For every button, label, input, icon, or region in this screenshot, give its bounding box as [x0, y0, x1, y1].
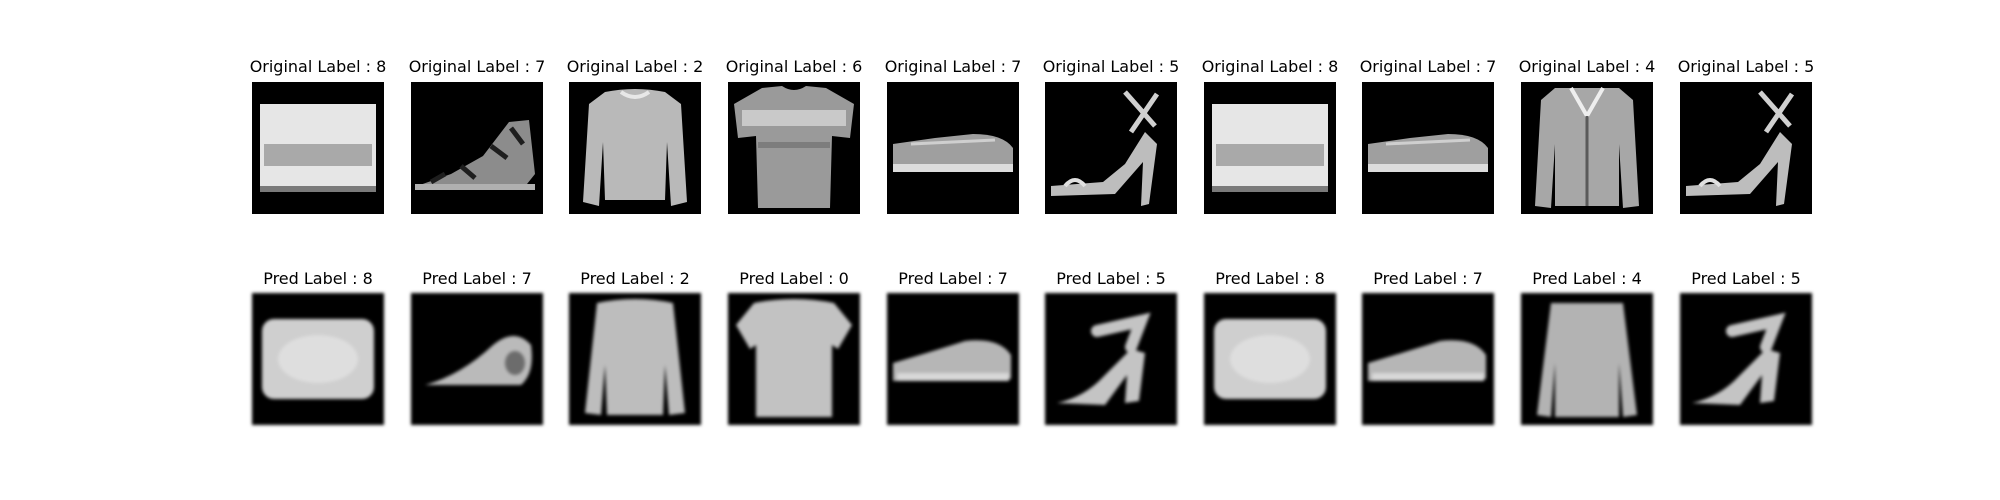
pullover-icon: [569, 82, 701, 214]
original-label-title: Original Label : 4: [1518, 57, 1656, 76]
pred-label-title: Pred Label : 7: [1373, 269, 1483, 288]
pred-label-title: Pred Label : 2: [580, 269, 690, 288]
original-label-title: Original Label : 7: [884, 57, 1022, 76]
pred-label-title: Pred Label : 8: [263, 269, 373, 288]
sandal-blurred-icon: [411, 293, 543, 425]
pred-label-title: Pred Label : 5: [1691, 269, 1801, 288]
coat-icon: [1521, 82, 1653, 214]
pred-label-title: Pred Label : 7: [422, 269, 532, 288]
high-heel-blurred-icon: [1045, 293, 1177, 425]
original-label-title: Original Label : 7: [408, 57, 546, 76]
shirt-icon: [728, 82, 860, 214]
pullover-blurred-icon: [569, 293, 701, 425]
sneaker-blurred-icon: [1362, 293, 1494, 425]
high-heel-sandal-icon: [1680, 82, 1812, 214]
bag-icon: [252, 82, 384, 214]
high-heel-blurred-icon: [1680, 293, 1812, 425]
high-heel-sandal-icon: [1045, 82, 1177, 214]
tshirt-blurred-icon: [728, 293, 860, 425]
original-label-title: Original Label : 8: [249, 57, 387, 76]
original-label-title: Original Label : 2: [566, 57, 704, 76]
pred-label-title: Pred Label : 8: [1215, 269, 1325, 288]
original-label-title: Original Label : 5: [1042, 57, 1180, 76]
bag-blurred-icon: [1204, 293, 1336, 425]
sneaker-blurred-icon: [887, 293, 1019, 425]
original-label-title: Original Label : 7: [1359, 57, 1497, 76]
original-label-title: Original Label : 6: [725, 57, 863, 76]
original-label-title: Original Label : 8: [1201, 57, 1339, 76]
coat-blurred-icon: [1521, 293, 1653, 425]
pred-label-title: Pred Label : 4: [1532, 269, 1642, 288]
bag-icon: [1204, 82, 1336, 214]
pred-label-title: Pred Label : 5: [1056, 269, 1166, 288]
pred-label-title: Pred Label : 7: [898, 269, 1008, 288]
sandal-icon: [411, 82, 543, 214]
sneaker-icon: [887, 82, 1019, 214]
bag-blurred-icon: [252, 293, 384, 425]
original-label-title: Original Label : 5: [1677, 57, 1815, 76]
sneaker-icon: [1362, 82, 1494, 214]
pred-label-title: Pred Label : 0: [739, 269, 849, 288]
